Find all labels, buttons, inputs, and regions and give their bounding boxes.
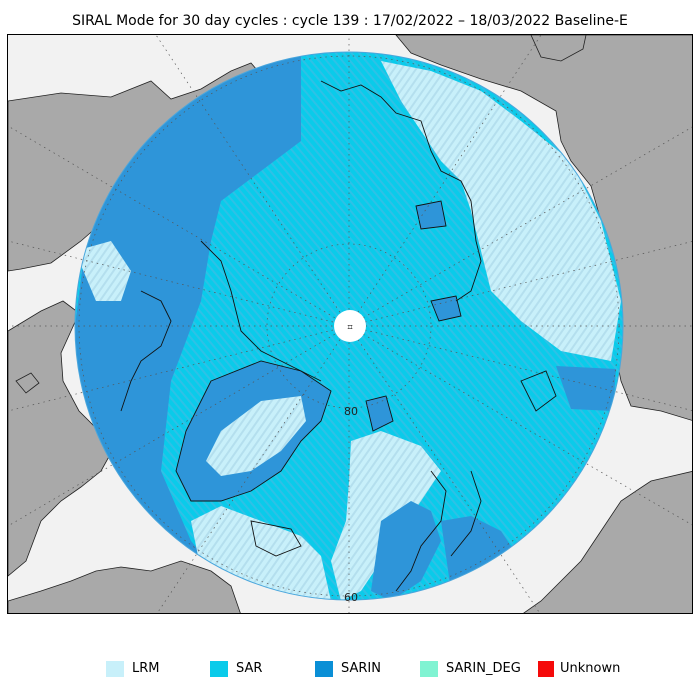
legend-label-lrm: LRM	[132, 661, 160, 676]
legend-swatch-lrm	[106, 661, 124, 677]
coastlines	[120, 80, 557, 592]
legend-label-sar: SAR	[236, 661, 263, 676]
pole-gap	[334, 310, 366, 342]
legend-label-unknown: Unknown	[560, 661, 621, 676]
legend-swatch-sar	[210, 661, 228, 677]
legend-label-sarin: SARIN	[341, 661, 381, 676]
latitude-label-60: 60	[344, 591, 358, 604]
graticule	[8, 35, 692, 613]
legend-label-sarin-deg: SARIN_DEG	[446, 661, 521, 676]
legend-swatch-sarin	[315, 661, 333, 677]
map-title: SIRAL Mode for 30 day cycles : cycle 139…	[72, 13, 628, 29]
pole-marker: ⌗	[347, 323, 352, 333]
legend: LRM SAR SARIN SARIN_DEG Unknown	[0, 659, 700, 683]
latitude-label-80: 80	[344, 405, 358, 418]
legend-swatch-sarin-deg	[420, 661, 438, 677]
polar-map: ⌗ 80 60	[7, 34, 693, 614]
legend-swatch-unknown	[538, 661, 554, 677]
